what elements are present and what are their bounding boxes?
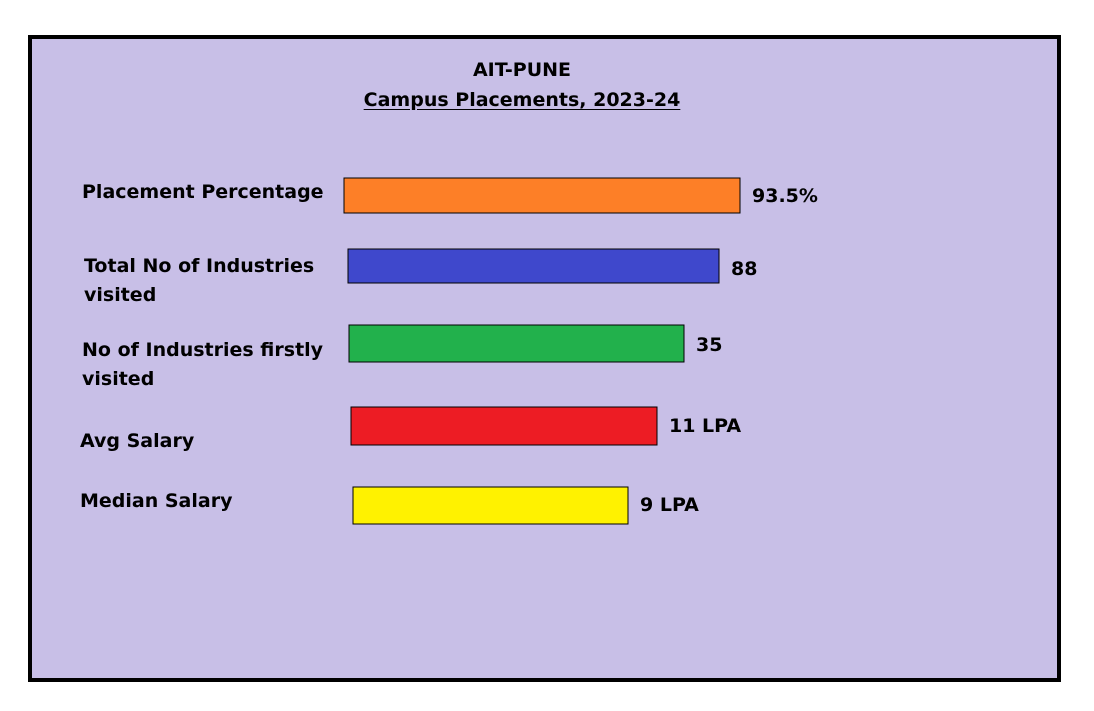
category-label: Total No of Industries — [84, 255, 314, 277]
category-label: No of Industries firstly — [82, 339, 324, 361]
data-label: 93.5% — [752, 185, 818, 207]
data-label: 35 — [696, 334, 722, 356]
category-label: visited — [82, 368, 154, 390]
data-label: 9 LPA — [640, 494, 699, 516]
category-label: Avg Salary — [80, 430, 195, 452]
category-label: visited — [84, 284, 156, 306]
bar — [343, 177, 741, 214]
bar — [348, 324, 685, 363]
data-label: 88 — [731, 258, 757, 280]
bar — [347, 248, 720, 284]
category-label: Median Salary — [80, 490, 233, 512]
chart-subtitle-wrapper: Campus Placements, 2023-24 — [0, 89, 1072, 111]
category-label: Placement Percentage — [82, 181, 324, 203]
bar — [350, 406, 658, 446]
bar — [352, 486, 629, 525]
data-label: 11 LPA — [669, 415, 741, 437]
chart-subtitle: Campus Placements, 2023-24 — [363, 89, 681, 111]
chart-title: AIT-PUNE — [472, 59, 572, 81]
